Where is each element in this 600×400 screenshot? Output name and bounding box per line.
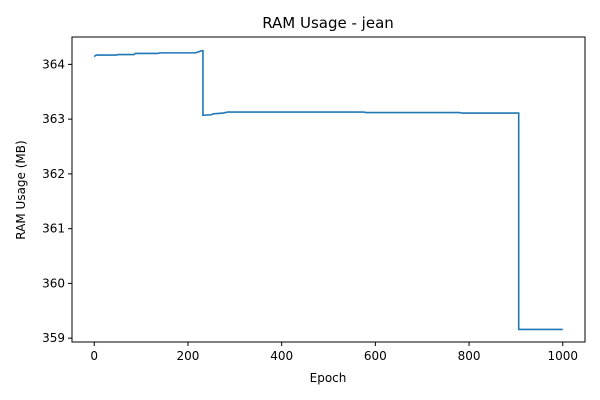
y-tick-label: 360	[42, 276, 65, 290]
y-tick-label: 359	[42, 331, 65, 345]
x-tick-label: 400	[270, 349, 293, 363]
x-axis-ticks: 0 200 400 600 800 1000	[90, 342, 578, 363]
y-tick-label: 364	[42, 57, 65, 71]
y-tick-label: 361	[42, 222, 65, 236]
y-axis-ticks: 359 360 361 362 363 364	[42, 57, 72, 345]
y-tick-label: 362	[42, 167, 65, 181]
chart-title: RAM Usage - jean	[262, 14, 394, 32]
x-axis-label: Epoch	[310, 371, 347, 385]
y-tick-label: 363	[42, 112, 65, 126]
x-tick-label: 600	[364, 349, 387, 363]
plot-area	[71, 36, 586, 343]
series-line-0	[93, 49, 563, 331]
x-tick-label: 800	[458, 349, 481, 363]
axes-frame	[71, 36, 586, 343]
x-tick-label: 0	[90, 349, 98, 363]
series-layer	[93, 49, 563, 331]
x-tick-label: 1000	[547, 349, 578, 363]
x-tick-label: 200	[176, 349, 199, 363]
y-axis-label: RAM Usage (MB)	[14, 140, 28, 239]
